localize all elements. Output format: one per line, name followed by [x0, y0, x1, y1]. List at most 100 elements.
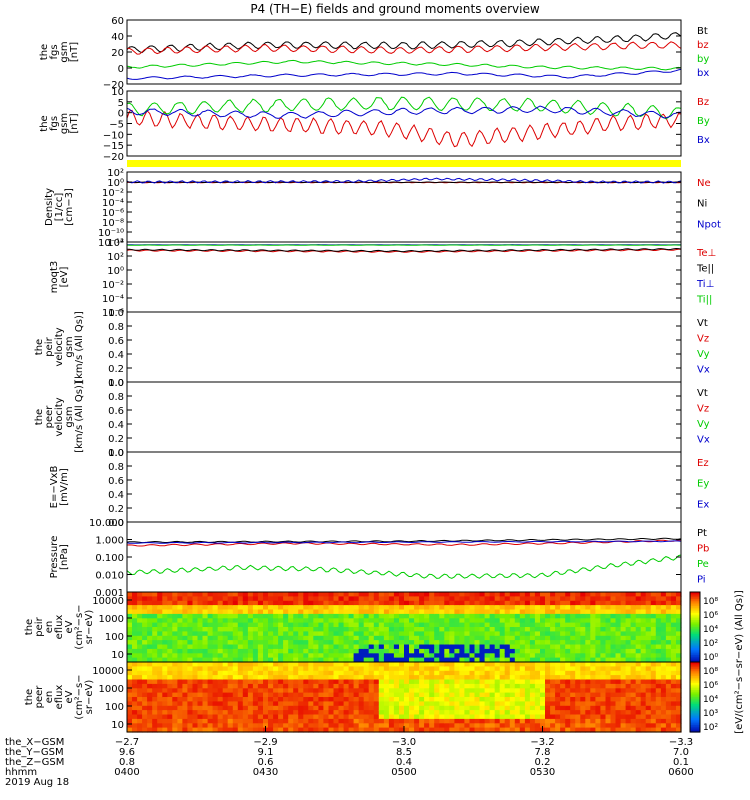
heat-cell — [560, 635, 566, 641]
heat-cell — [499, 618, 506, 624]
heat-cell — [147, 718, 153, 724]
heat-cell — [388, 605, 395, 611]
heat-cell — [212, 679, 219, 685]
heat-cell — [670, 627, 677, 632]
heat-cell — [580, 596, 586, 602]
colorbar-swatch — [690, 716, 700, 719]
heat-cell — [132, 605, 138, 611]
heat-cell — [439, 605, 445, 611]
heat-cell — [429, 596, 435, 602]
heat-cell — [504, 692, 511, 698]
heat-cell — [192, 600, 199, 606]
heat-cell — [424, 622, 430, 628]
heat-cell — [399, 618, 405, 624]
heat-cell — [439, 618, 445, 624]
heat-cell — [222, 653, 229, 659]
heat-cell — [570, 640, 576, 646]
heat-cell — [494, 666, 501, 672]
heat-cell — [368, 697, 375, 702]
heat-cell — [227, 648, 234, 654]
heat-cell — [504, 648, 511, 654]
heat-cell — [585, 666, 591, 672]
heat-cell — [660, 701, 667, 707]
heat-cell — [595, 635, 601, 641]
y-tick-label: 100 — [105, 702, 124, 713]
heat-cell — [217, 683, 224, 689]
heat-cell — [273, 605, 279, 611]
heat-cell — [640, 718, 647, 724]
heat-cell — [595, 653, 601, 659]
heat-cell — [575, 705, 581, 711]
heat-cell — [504, 635, 511, 641]
heat-cell — [162, 648, 168, 654]
heat-cell — [676, 653, 682, 659]
colorbar-swatch — [690, 719, 700, 723]
heat-cell — [378, 618, 385, 624]
heat-cell — [550, 697, 556, 702]
heat-cell — [630, 609, 637, 615]
heat-cell — [298, 723, 304, 729]
heat-cell — [333, 683, 340, 689]
heat-cell — [509, 613, 516, 619]
heat-cell — [509, 596, 516, 602]
heat-cell — [278, 605, 284, 611]
heat-cell — [429, 683, 435, 689]
colorbar-swatch — [690, 593, 700, 597]
heat-cell — [283, 609, 289, 615]
heat-cell — [142, 657, 148, 663]
heat-cell — [333, 670, 340, 676]
heat-cell — [152, 723, 158, 729]
heat-cell — [404, 640, 410, 646]
plot-date: 2019 Aug 18 — [5, 777, 69, 788]
heat-cell — [469, 705, 476, 711]
heat-cell — [192, 622, 199, 628]
heat-cell — [494, 710, 501, 716]
heat-cell — [489, 683, 496, 689]
series-by — [126, 59, 682, 71]
heat-cell — [499, 723, 506, 729]
series-Te|| — [127, 247, 682, 253]
heat-cell — [610, 592, 617, 597]
heat-cell — [419, 679, 425, 685]
heat-cell — [474, 609, 481, 615]
heat-cell — [545, 618, 551, 624]
heat-cell — [348, 596, 355, 602]
heat-cell — [207, 701, 214, 707]
heat-cell — [293, 705, 299, 711]
heat-cell — [247, 648, 254, 654]
heat-cell — [600, 600, 606, 606]
heat-cell — [439, 710, 445, 716]
heat-cell — [278, 714, 284, 720]
y-tick-label: 60 — [111, 16, 124, 27]
heat-cell — [655, 609, 662, 615]
heat-cell — [182, 727, 188, 733]
heat-cell — [449, 697, 455, 702]
heat-cell — [338, 727, 345, 733]
colorbar-tick: 10³ — [703, 709, 718, 719]
heat-cell — [283, 592, 289, 597]
heat-cell — [464, 648, 470, 654]
heat-cell — [308, 701, 314, 707]
heat-cell — [399, 631, 405, 637]
heat-cell — [560, 605, 566, 611]
heat-cell — [247, 705, 254, 711]
heat-cell — [600, 644, 606, 650]
heat-cell — [560, 697, 566, 702]
heat-cell — [650, 627, 657, 632]
heat-cell — [303, 644, 309, 650]
heat-cell — [459, 618, 465, 624]
heat-cell — [590, 666, 596, 672]
heat-cell — [625, 622, 632, 628]
heat-cell — [142, 723, 148, 729]
heat-cell — [212, 640, 219, 646]
heat-cell — [162, 723, 168, 729]
heat-cell — [529, 644, 536, 650]
heat-cell — [172, 697, 178, 702]
y-tick-label: 10⁻⁴ — [102, 198, 124, 209]
heat-cell — [660, 688, 667, 694]
heat-cell — [268, 644, 274, 650]
heat-cell — [399, 727, 405, 733]
heat-cell — [625, 675, 632, 681]
heat-cell — [615, 714, 622, 720]
